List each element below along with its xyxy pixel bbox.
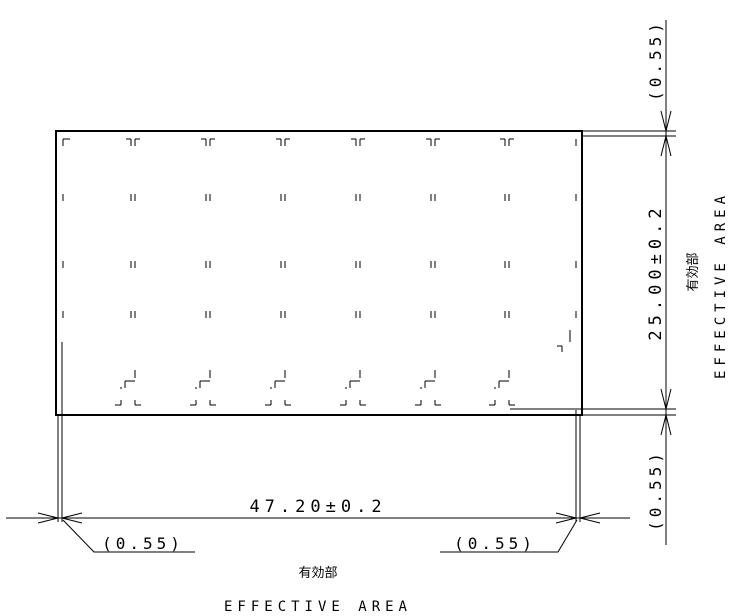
width-arrow-left-inner <box>61 512 83 524</box>
side-effective-jp: 有効部 <box>686 252 701 291</box>
bottom-margin-arrow <box>660 414 672 436</box>
height-arrow-top <box>660 135 672 157</box>
top-margin-label: (0.55) <box>646 19 665 101</box>
right-margin-label: (0.55) <box>454 534 536 553</box>
bottom-effective-jp: 有効部 <box>298 566 337 581</box>
bottom-effective-en: EFFECTIVE AREA <box>224 599 412 615</box>
left-margin-label: (0.55) <box>102 534 184 553</box>
leader-left <box>62 519 195 553</box>
top-margin-arrow <box>660 110 672 132</box>
height-arrow-bottom <box>660 388 672 410</box>
height-dimension-label: 25.00±0.2 <box>646 203 666 340</box>
width-dimension-label: 47.20±0.2 <box>249 497 386 517</box>
leader-right <box>440 519 578 553</box>
panel-outline <box>55 130 583 416</box>
side-effective-en: EFFECTIVE AREA <box>713 191 729 379</box>
bottom-margin-label: (0.55) <box>646 449 665 531</box>
width-arrow-left-outer <box>37 512 59 524</box>
width-arrow-right-inner <box>555 512 577 524</box>
grid-markers <box>62 138 577 406</box>
width-arrow-right-outer <box>579 512 601 524</box>
